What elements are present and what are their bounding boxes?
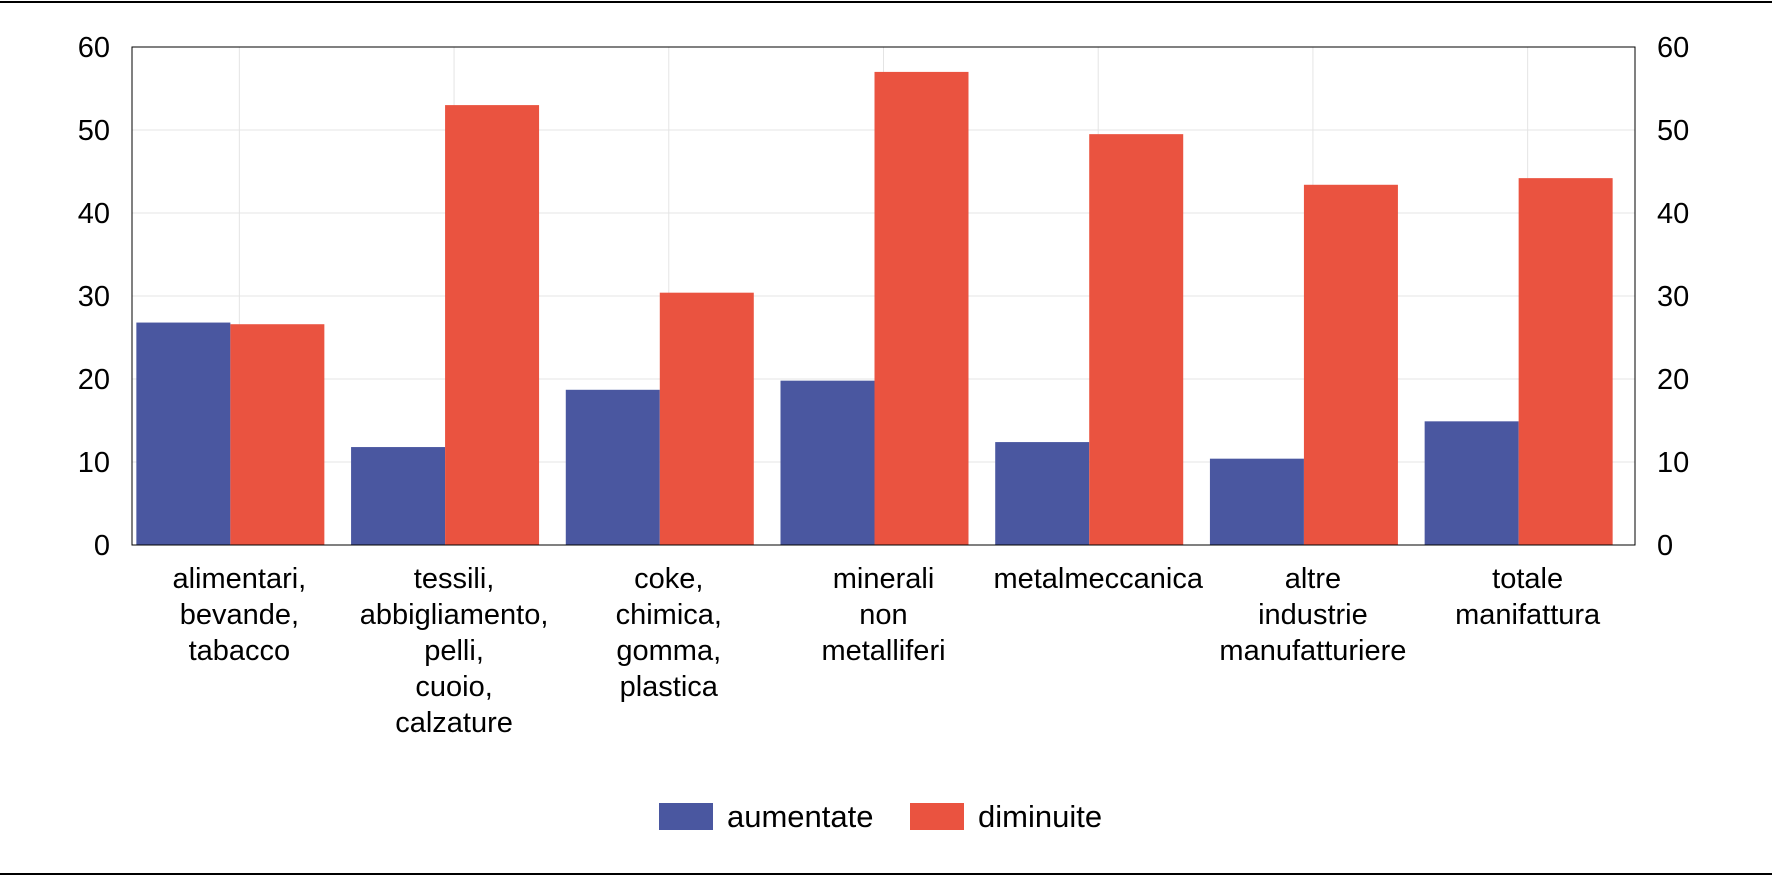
x-category-label: minerali	[833, 563, 935, 595]
x-category-label: altre	[1285, 563, 1341, 595]
bar-diminuite	[1089, 134, 1184, 545]
legend-swatch-aumentate	[659, 803, 713, 830]
bar-diminuite	[1303, 184, 1398, 545]
y-tick-label-right: 0	[1657, 530, 1673, 562]
x-category-label: non	[859, 599, 907, 631]
x-category-label: pelli,	[424, 635, 484, 667]
bar-diminuite	[874, 71, 969, 546]
x-category-label: industrie	[1258, 599, 1368, 631]
y-tick-label-right: 40	[1657, 198, 1689, 230]
x-category-label: totale	[1492, 563, 1563, 595]
bar-aumentate	[565, 389, 660, 545]
y-axis-right: 0 10 20 30 40 50 60	[1657, 32, 1689, 562]
bar-diminuite	[230, 324, 325, 545]
x-category-label: alimentari,	[172, 563, 306, 595]
legend-label-diminuite: diminuite	[978, 799, 1102, 834]
x-category-label: metalmeccanica	[993, 563, 1203, 595]
bar-diminuite	[445, 105, 540, 545]
y-tick-label-left: 60	[78, 32, 110, 64]
x-category-label: abbigliamento,	[360, 599, 549, 631]
x-category-label: cuoio,	[415, 671, 492, 703]
y-tick-label-left: 30	[78, 281, 110, 313]
y-tick-label-right: 60	[1657, 32, 1689, 64]
bar-aumentate	[1424, 421, 1519, 545]
x-category-label: plastica	[620, 671, 719, 703]
legend-swatch-diminuite	[910, 803, 964, 830]
y-tick-label-right: 30	[1657, 281, 1689, 313]
x-category-label: metalliferi	[821, 635, 945, 667]
x-axis-categories: alimentari, bevande, tabacco tessili, abbigl…	[172, 563, 1601, 739]
x-category-label: manufatturiere	[1219, 635, 1406, 667]
bars	[136, 71, 1613, 546]
legend-label-aumentate: aumentate	[727, 799, 874, 834]
bar-diminuite	[1518, 178, 1613, 545]
y-axis-left: 0 10 20 30 40 50 60	[78, 32, 110, 562]
legend: aumentate diminuite	[659, 799, 1102, 834]
y-tick-label-right: 50	[1657, 115, 1689, 147]
y-tick-label-left: 20	[78, 364, 110, 396]
bar-diminuite	[659, 292, 754, 545]
y-tick-label-left: 10	[78, 447, 110, 479]
x-category-label: tessili,	[414, 563, 495, 595]
x-category-label: calzature	[395, 707, 513, 739]
x-category-label: gomma,	[616, 635, 721, 667]
bar-aumentate	[136, 322, 231, 545]
bar-aumentate	[780, 380, 875, 545]
y-tick-label-left: 0	[94, 530, 110, 562]
x-category-label: bevande,	[180, 599, 299, 631]
y-tick-label-right: 10	[1657, 447, 1689, 479]
bar-aumentate	[1209, 458, 1304, 545]
x-category-label: chimica,	[616, 599, 722, 631]
x-category-label: coke,	[634, 563, 703, 595]
y-tick-label-left: 50	[78, 115, 110, 147]
x-category-label: tabacco	[189, 635, 291, 667]
plot-area-frame	[131, 46, 1636, 546]
bar-aumentate	[351, 447, 446, 545]
bar-aumentate	[995, 442, 1090, 545]
x-category-label: manifattura	[1455, 599, 1601, 631]
y-tick-label-left: 40	[78, 198, 110, 230]
y-tick-label-right: 20	[1657, 364, 1689, 396]
